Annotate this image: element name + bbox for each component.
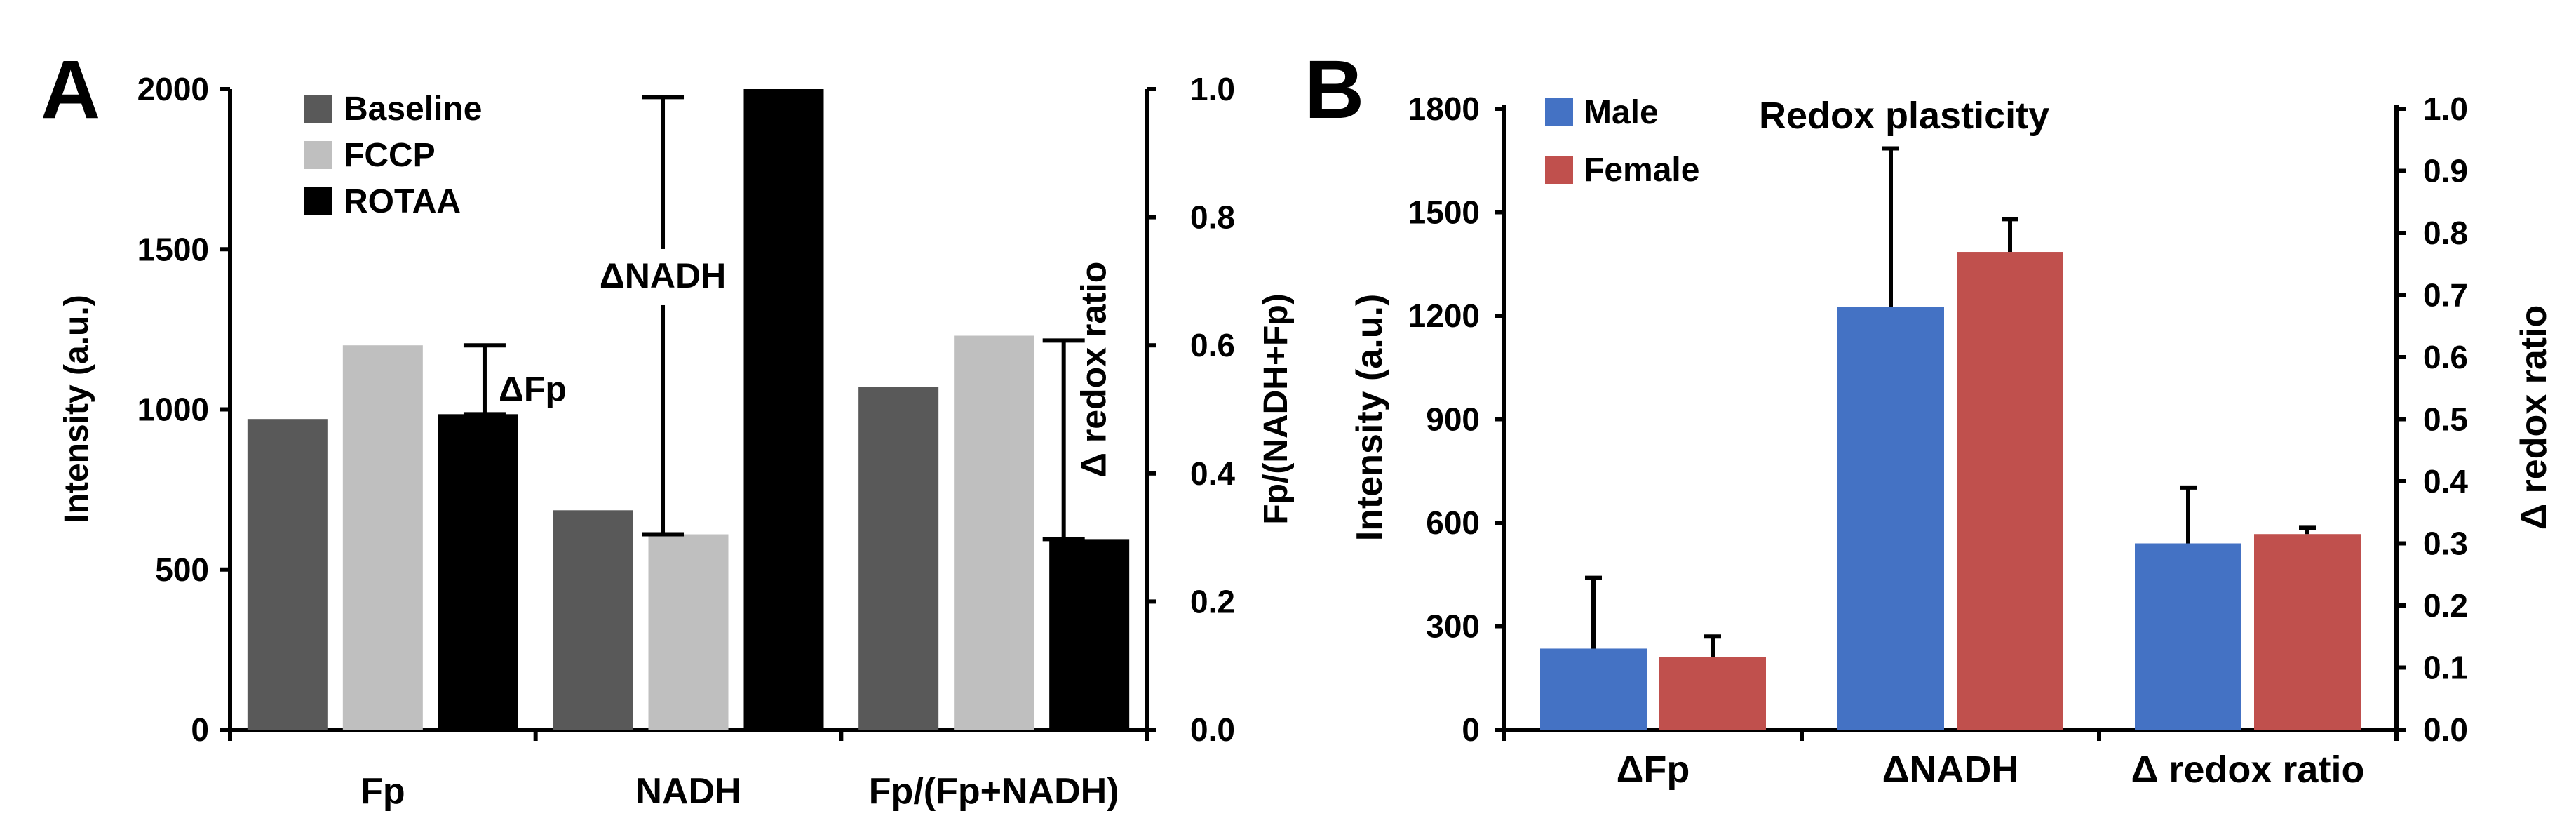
- panel-b-y-tick-label: 900: [1426, 401, 1480, 438]
- panel-b-y2-tick-label: 0.0: [2423, 711, 2468, 748]
- panel-b-y2-tick-label: 0.7: [2423, 277, 2468, 314]
- panel-b-y-axis-label: Intensity (a.u.): [1349, 294, 1390, 541]
- bar-fccp-fp-fp-nadh: [954, 335, 1034, 730]
- panel-b-y-tick-label: 600: [1426, 504, 1480, 541]
- panel-a-y2-ticks: 0.0 0.2 0.4 0.6 0.8 1.0: [1147, 71, 1235, 748]
- panel-a-annotations: ΔFp ΔNADH Δ redox ratio: [463, 95, 1114, 542]
- panel-b-error-bars: [1585, 146, 2316, 657]
- panel-b-y2-tick-label: 1.0: [2423, 91, 2468, 127]
- bar-male-redox-ratio: [2135, 543, 2241, 730]
- panel-a-y-ticks: 0 500 1000 1500 2000: [137, 71, 230, 748]
- annotation-delta-redox-label: Δ redox ratio: [1074, 262, 1114, 478]
- legend-label-fccp: FCCP: [344, 137, 436, 174]
- panel-b-y-tick-label: 1500: [1408, 194, 1480, 231]
- bar-fccp-nadh: [648, 534, 729, 730]
- panel-a-y2-tick-label: 0.8: [1190, 199, 1235, 236]
- annotation-delta-nadh-label: ΔNADH: [600, 256, 726, 295]
- panel-b-y2-tick-label: 0.4: [2423, 463, 2468, 500]
- panel-b-y2-axis-label: Δ redox ratio: [2514, 305, 2554, 530]
- panel-b-x-label-fp: ΔFp: [1617, 749, 1690, 791]
- panel-b-title: Redox plasticity: [1759, 95, 2049, 137]
- panel-a-y2-tick-label: 0.2: [1190, 583, 1235, 620]
- panel-b-y2-ticks: 0.0 0.1 0.2 0.3 0.4 0.5 0.6 0.7 0.8 0.9 1.0: [2396, 91, 2468, 748]
- legend-swatch-fccp: [304, 141, 332, 169]
- panel-b: B Redox plasticity Intensity (a.u.) Δ re…: [1304, 43, 2554, 791]
- annotation-delta-fp-label: ΔFp: [499, 369, 567, 408]
- bar-female-nadh: [1957, 252, 2063, 730]
- panel-b-label: B: [1304, 43, 1364, 136]
- panel-a-y-axis-label: Intensity (a.u.): [58, 295, 95, 523]
- panel-a-legend: Baseline FCCP ROTAA: [304, 91, 482, 220]
- panel-b-y-tick-label: 1200: [1408, 297, 1480, 334]
- panel-a-x-ticks: Fp NADH Fp/(Fp+NADH): [228, 730, 1149, 812]
- panel-a-y2-tick-label: 0.4: [1190, 455, 1235, 492]
- panel-a: A Intensity (a.u.) Fp/(NADH+Fp) 0 500 1000…: [41, 43, 1295, 812]
- panel-a-y2-tick-label: 1.0: [1190, 71, 1235, 107]
- bar-baseline-nadh: [553, 510, 633, 730]
- panel-a-label: A: [41, 43, 100, 136]
- panel-b-y-tick-label: 1800: [1408, 91, 1480, 127]
- panel-a-y2-tick-label: 0.6: [1190, 327, 1235, 363]
- panel-b-x-label-redox-ratio: Δ redox ratio: [2131, 749, 2365, 791]
- panel-a-y-tick-label: 1500: [137, 231, 209, 267]
- bar-rotaa-fp: [438, 414, 518, 730]
- legend-label-rotaa: ROTAA: [344, 183, 461, 220]
- bar-rotaa-fp-fp-nadh: [1049, 539, 1130, 730]
- panel-a-y-tick-label: 0: [191, 711, 209, 748]
- panel-b-x-label-nadh: ΔNADH: [1882, 749, 2019, 791]
- bar-fccp-fp: [342, 345, 423, 730]
- legend-swatch-baseline: [304, 95, 332, 123]
- legend-swatch-male: [1545, 98, 1573, 126]
- bar-baseline-fp: [247, 419, 328, 730]
- panel-b-y-ticks: 0 300 600 900 1200 1500 1800: [1408, 91, 1504, 748]
- panel-a-y2-tick-label: 0.0: [1190, 711, 1235, 748]
- annotation-delta-nadh-gap: [656, 248, 670, 305]
- panel-b-y2-tick-label: 0.5: [2423, 401, 2468, 438]
- legend-label-female: Female: [1584, 152, 1699, 189]
- bar-female-fp: [1659, 657, 1766, 730]
- panel-a-y2-axis-label: Fp/(NADH+Fp): [1257, 293, 1295, 524]
- panel-b-y2-tick-label: 0.9: [2423, 153, 2468, 189]
- panel-b-bars: [1540, 252, 2361, 730]
- panel-a-y-tick-label: 500: [155, 551, 209, 588]
- bar-baseline-fp-fp-nadh: [858, 387, 939, 730]
- panel-b-y2-tick-label: 0.8: [2423, 215, 2468, 251]
- panel-b-y2-tick-label: 0.1: [2423, 650, 2468, 686]
- panel-b-y2-tick-label: 0.3: [2423, 525, 2468, 562]
- panel-a-x-label-fp-fp-nadh: Fp/(Fp+NADH): [869, 771, 1119, 812]
- panel-a-bars: [247, 89, 1130, 730]
- panel-b-y-tick-label: 0: [1462, 711, 1480, 748]
- panel-a-x-label-fp: Fp: [360, 771, 405, 812]
- legend-swatch-female: [1545, 156, 1573, 184]
- panel-a-y-tick-label: 1000: [137, 391, 209, 428]
- panel-a-x-label-nadh: NADH: [635, 771, 741, 812]
- legend-label-baseline: Baseline: [344, 91, 482, 128]
- bar-rotaa-nadh: [743, 89, 824, 730]
- bar-male-fp: [1540, 648, 1647, 730]
- bar-male-nadh: [1837, 307, 1944, 730]
- panel-b-x-ticks: ΔFp ΔNADH Δ redox ratio: [1502, 730, 2399, 791]
- panel-a-y-tick-label: 2000: [137, 71, 209, 107]
- panel-b-y2-tick-label: 0.2: [2423, 587, 2468, 624]
- panel-b-legend: Male Female: [1545, 94, 1699, 189]
- bar-female-redox-ratio: [2254, 534, 2361, 730]
- legend-label-male: Male: [1584, 94, 1659, 131]
- legend-swatch-rotaa: [304, 187, 332, 215]
- panel-b-y-tick-label: 300: [1426, 608, 1480, 645]
- panel-b-y2-tick-label: 0.6: [2423, 339, 2468, 375]
